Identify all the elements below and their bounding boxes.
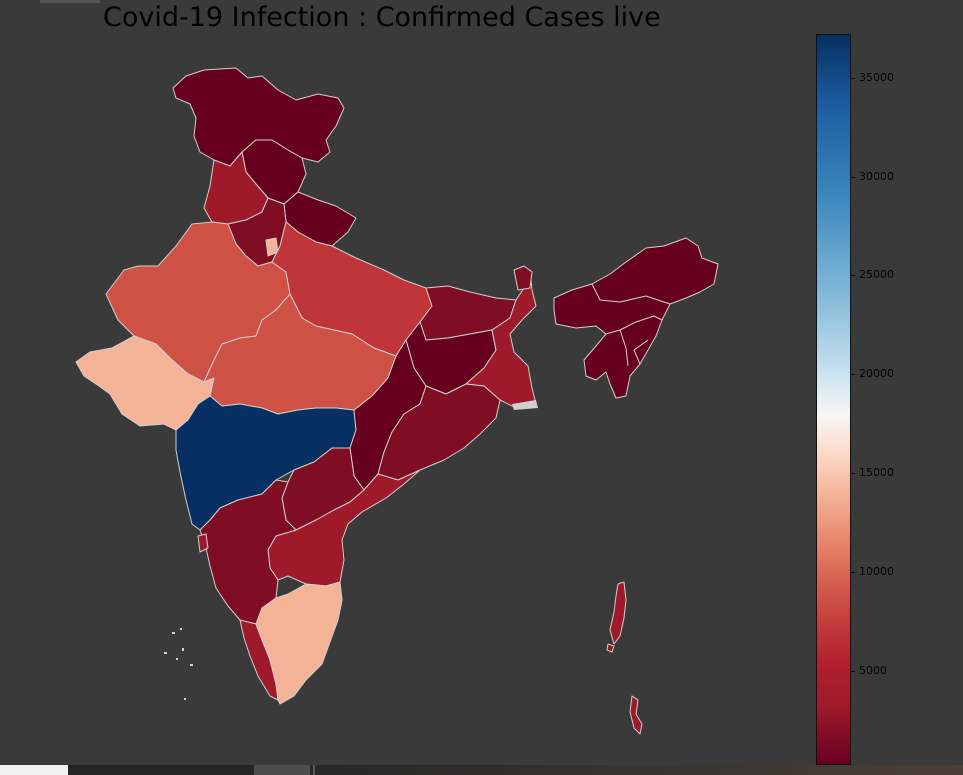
region-tamil-nadu: [255, 581, 343, 705]
colorbar-tick: [851, 572, 855, 573]
region-karnataka: [199, 479, 297, 625]
north-east-inner-borders: [591, 283, 671, 367]
colorbar-tick: [851, 671, 855, 672]
region-north-east: [553, 237, 719, 399]
region-jammu-kashmir: [172, 67, 345, 167]
coastal-edge-gujarat: [75, 351, 91, 363]
colorbar-tick-label: 30000: [859, 170, 894, 183]
colorbar-tick-label: 25000: [859, 268, 894, 281]
colorbar-tick: [851, 177, 855, 178]
colorbar-tick-label: 5000: [859, 664, 887, 677]
andaman-islet: [606, 643, 615, 653]
taskbar-segment[interactable]: [254, 765, 310, 775]
taskbar: [0, 765, 963, 775]
region-lakshadweep: [164, 628, 193, 700]
colorbar: [816, 34, 851, 765]
colorbar-tick-label: 20000: [859, 367, 894, 380]
region-sikkim: [513, 265, 533, 291]
taskbar-segment[interactable]: [68, 765, 254, 775]
colorbar-tick: [851, 374, 855, 375]
colorbar-tick: [851, 275, 855, 276]
colorbar-tick-label: 15000: [859, 466, 894, 479]
taskbar-segment[interactable]: [0, 765, 68, 775]
coastal-edge-sundarbans: [512, 400, 538, 410]
region-andaman-nicobar: [609, 581, 627, 645]
window-tab-edge: [40, 0, 100, 3]
colorbar-tick-label: 10000: [859, 565, 894, 578]
colorbar-tick-label: 35000: [859, 71, 894, 84]
region-west-bengal: [465, 269, 537, 409]
region-odisha: [377, 383, 501, 481]
region-andaman-nicobar-south: [629, 695, 643, 735]
region-goa: [197, 533, 209, 553]
taskbar-separator: [313, 765, 315, 775]
colorbar-tick: [851, 473, 855, 474]
colorbar-tick: [851, 78, 855, 79]
chart-title: Covid-19 Infection : Confirmed Cases liv…: [103, 2, 661, 33]
